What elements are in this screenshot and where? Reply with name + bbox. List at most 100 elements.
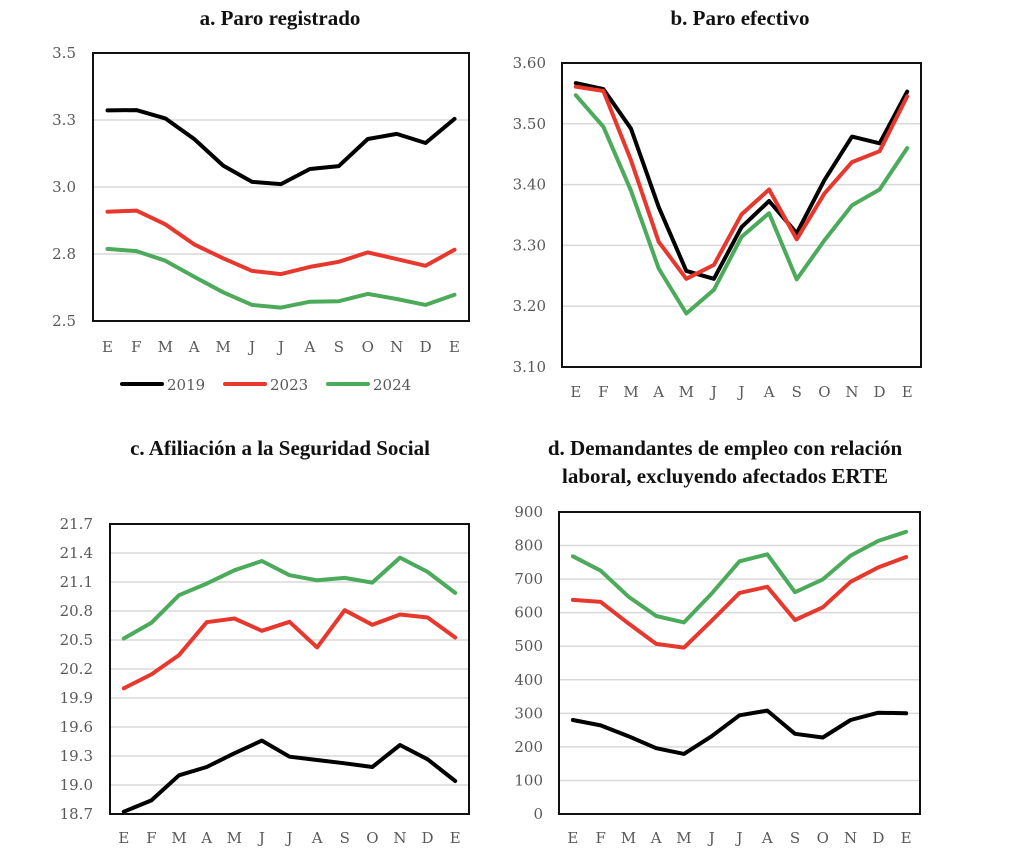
x-tick-label: D [420, 338, 432, 356]
series-line-2019 [570, 708, 909, 756]
series-line-2024 [121, 555, 458, 641]
y-tick-label: 800 [514, 537, 543, 555]
x-tick-label: O [818, 383, 830, 401]
y-tick-label: 20.5 [60, 631, 93, 649]
y-tick-label: 500 [514, 637, 543, 655]
series-line-2023 [105, 208, 457, 277]
x-tick-label: A [311, 829, 323, 847]
legend-label: 2019 [167, 376, 205, 394]
x-tick-label: J [276, 338, 284, 356]
x-tick-label: M [679, 383, 694, 401]
y-tick-label: 21.4 [60, 544, 93, 562]
x-tick-label: N [390, 338, 403, 356]
x-tick-label: O [366, 829, 378, 847]
x-tick-label: A [761, 829, 773, 847]
x-tick-label: M [158, 338, 173, 356]
x-tick-label: J [257, 829, 265, 847]
y-tick-label: 19.3 [60, 747, 93, 765]
series-line-2019 [105, 108, 457, 187]
y-tick-label: 3.3 [52, 111, 76, 129]
x-tick-label: D [422, 829, 434, 847]
x-tick-label: J [707, 829, 715, 847]
y-tick-label: 3.60 [513, 54, 546, 72]
series-line-2019 [573, 81, 910, 281]
y-tick-label: 0 [533, 805, 543, 823]
y-tick-label: 400 [514, 671, 543, 689]
x-tick-label: O [362, 338, 374, 356]
x-tick-label: J [709, 383, 717, 401]
x-tick-label: J [247, 338, 255, 356]
chart-b: 3.103.203.303.403.503.60E F M A M J J A S O N D E [513, 54, 922, 401]
x-tick-label: A [188, 338, 200, 356]
x-tick-label: F [131, 338, 141, 356]
y-tick-label: 200 [514, 738, 543, 756]
x-tick-label: A [650, 829, 662, 847]
plot-frame [109, 523, 470, 815]
y-tick-label: 19.6 [60, 718, 93, 736]
y-tick-label: 2.8 [52, 245, 76, 263]
legend-label: 2023 [270, 376, 308, 394]
series-line-2023 [573, 84, 910, 281]
y-tick-label: 3.50 [513, 115, 546, 133]
x-tick-label: D [874, 383, 886, 401]
plot-frame [561, 62, 922, 368]
x-tick-label: E [901, 829, 912, 847]
y-tick-label: 3.5 [52, 44, 76, 62]
y-tick-label: 21.7 [60, 515, 93, 533]
x-tick-label: A [200, 829, 212, 847]
x-tick-label: E [902, 383, 913, 401]
plot-frame [558, 511, 921, 815]
x-tick-label: M [215, 338, 230, 356]
y-tick-label: 19.9 [60, 689, 93, 707]
series-line-2024 [573, 93, 910, 316]
series-line-2024 [570, 529, 909, 625]
y-tick-label: 3.10 [513, 358, 546, 376]
series-line-2019 [121, 738, 458, 814]
x-tick-label: S [790, 829, 800, 847]
x-tick-label: J [734, 829, 742, 847]
y-tick-label: 300 [514, 704, 543, 722]
x-tick-label: M [171, 829, 186, 847]
x-tick-label: E [102, 338, 113, 356]
chart-c-title: c. Afiliación a la Seguridad Social [130, 436, 430, 460]
y-tick-label: 18.7 [60, 805, 93, 823]
x-tick-label: F [595, 829, 605, 847]
x-tick-label: M [623, 383, 638, 401]
y-tick-label: 3.40 [513, 176, 546, 194]
x-tick-label: N [844, 829, 857, 847]
y-tick-label: 21.1 [60, 573, 93, 591]
legend-label: 2024 [373, 376, 411, 394]
x-tick-label: F [146, 829, 156, 847]
y-tick-label: 3.0 [52, 178, 76, 196]
y-tick-label: 100 [514, 771, 543, 789]
y-tick-label: 3.30 [513, 236, 546, 254]
x-tick-label: S [334, 338, 344, 356]
x-tick-label: E [118, 829, 129, 847]
x-tick-label: E [570, 383, 581, 401]
y-tick-label: 600 [514, 604, 543, 622]
x-tick-label: D [872, 829, 884, 847]
y-tick-label: 3.20 [513, 297, 546, 315]
x-tick-label: E [567, 829, 578, 847]
chart-b-title: b. Paro efectivo [670, 6, 810, 30]
x-tick-label: A [763, 383, 775, 401]
y-tick-label: 19.0 [60, 776, 93, 794]
x-tick-label: E [449, 338, 460, 356]
x-tick-label: M [621, 829, 636, 847]
x-tick-label: E [450, 829, 461, 847]
x-tick-label: M [676, 829, 691, 847]
legend: 2019 2023 2024 [120, 376, 411, 394]
chart-d-title: d. Demandantes de empleo con relación la… [547, 436, 903, 488]
y-tick-label: 20.8 [60, 602, 93, 620]
plot-frame [92, 52, 470, 322]
x-tick-label: M [227, 829, 242, 847]
x-tick-label: S [340, 829, 350, 847]
y-tick-label: 900 [514, 503, 543, 521]
x-tick-label: S [792, 383, 802, 401]
chart-c: 18.7 19.0 19.3 19.6 19.9 20.2 20.5 20.8 21.1 21.4… [60, 515, 470, 847]
x-tick-label: N [845, 383, 858, 401]
y-tick-label: 700 [514, 570, 543, 588]
